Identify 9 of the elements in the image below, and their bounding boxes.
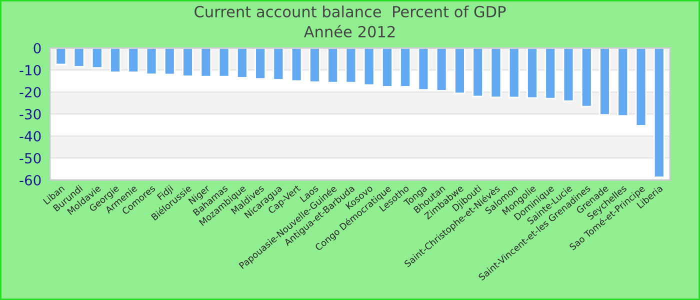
y-tick-label: -20: [20, 86, 41, 98]
y-tick-label: -10: [20, 64, 41, 76]
y-tick-label: -40: [20, 130, 41, 142]
y-tick-label: -50: [20, 152, 41, 164]
y-tick-label: -60: [20, 174, 41, 186]
chart-subtitle: Année 2012: [304, 24, 395, 38]
chart-title: Current account balance Percent of GDP: [194, 6, 506, 18]
y-tick-label: -30: [20, 108, 41, 120]
y-tick-label: 0: [34, 42, 41, 54]
